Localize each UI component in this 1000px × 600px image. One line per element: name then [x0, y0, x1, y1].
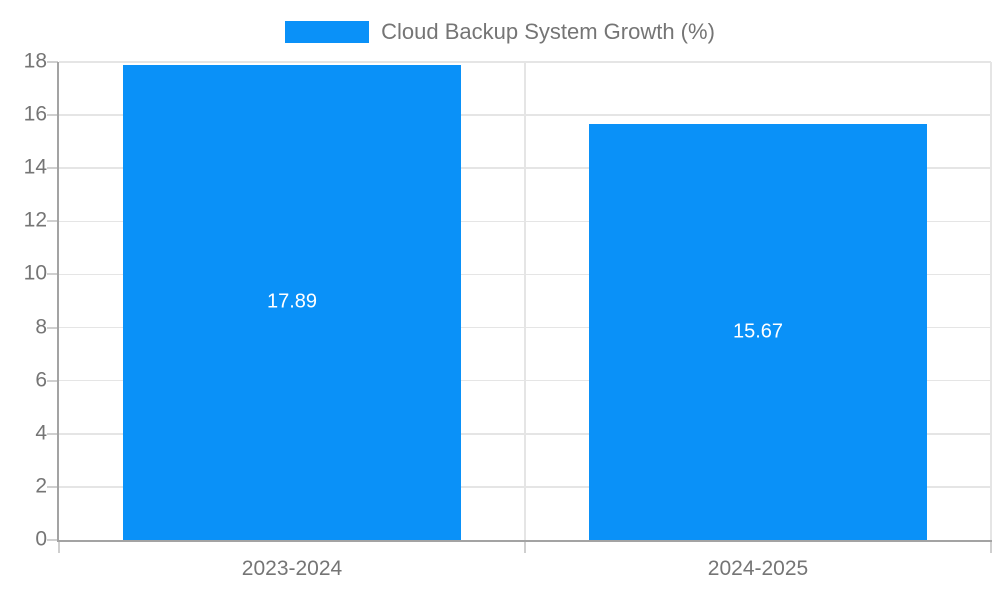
y-tick-mark	[47, 114, 58, 117]
y-tick-mark	[47, 167, 58, 170]
y-axis-line	[57, 62, 59, 540]
y-tick-mark	[47, 485, 58, 488]
y-tick-label: 14	[23, 155, 47, 179]
legend: Cloud Backup System Growth (%)	[0, 19, 1000, 45]
y-tick-label: 10	[23, 261, 47, 285]
legend-label: Cloud Backup System Growth (%)	[381, 19, 715, 44]
bar-value-label: 15.67	[732, 320, 784, 343]
y-tick-label: 8	[35, 315, 47, 339]
legend-swatch	[285, 21, 370, 43]
y-tick-mark	[47, 220, 58, 223]
bar-value-label: 17.89	[266, 290, 318, 313]
y-tick-mark	[47, 432, 58, 435]
x-tick-label: 2023-2024	[241, 557, 343, 580]
y-tick-label: 0	[35, 527, 47, 551]
x-tick-label: 2024-2025	[707, 557, 809, 580]
x-axis-line	[57, 539, 992, 542]
y-tick-label: 4	[35, 421, 47, 445]
y-tick-label: 2	[35, 474, 47, 498]
y-tick-mark	[47, 539, 58, 541]
gridline	[990, 62, 992, 540]
plot-area: 0 2 4 6 8 10 12 14 16 18 17.89 2023-2024 15.67 2024-2…	[24, 50, 992, 580]
x-tick-mark	[58, 540, 60, 553]
y-tick-label: 18	[23, 49, 47, 73]
y-tick-mark	[47, 379, 58, 382]
bar	[123, 64, 461, 540]
y-tick-label: 12	[23, 208, 47, 232]
y-tick-label: 6	[35, 368, 47, 392]
x-tick-mark	[990, 540, 992, 553]
y-tick-mark	[47, 61, 58, 63]
gridline	[524, 62, 526, 540]
y-tick-mark	[47, 273, 58, 276]
bar	[589, 123, 927, 540]
y-tick-mark	[47, 326, 58, 329]
y-tick-label: 16	[23, 102, 47, 126]
x-tick-mark	[524, 540, 526, 553]
